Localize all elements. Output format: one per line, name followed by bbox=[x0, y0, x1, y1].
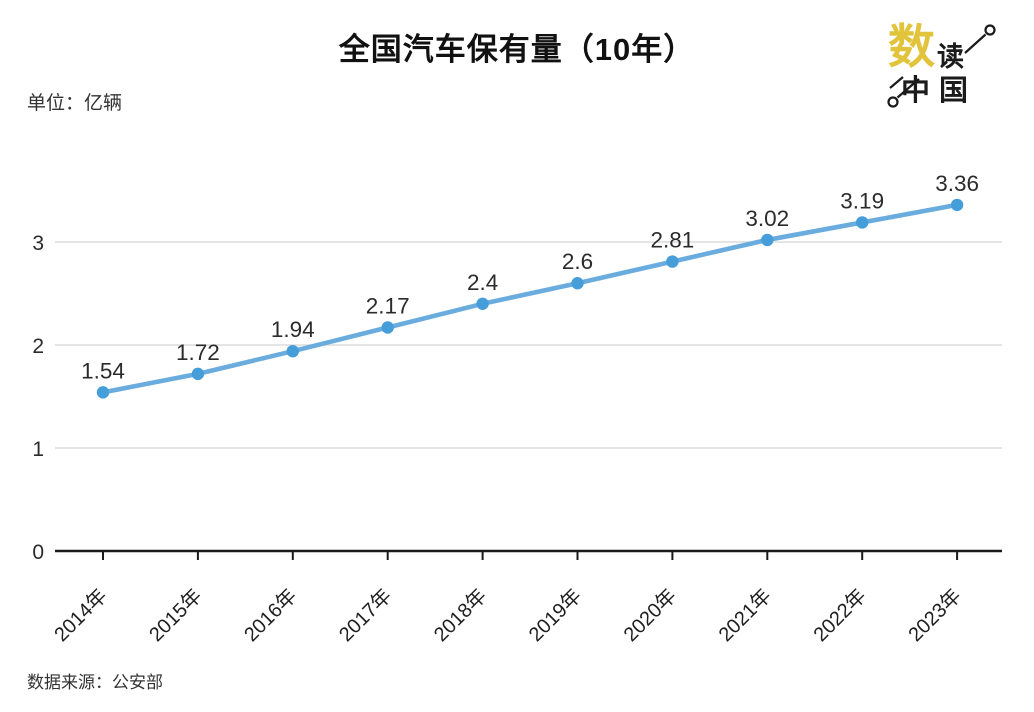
data-point-label: 3.02 bbox=[745, 206, 789, 231]
shudu-zhongguo-logo: 数 读 中国 bbox=[886, 16, 1008, 116]
data-point-label: 2.81 bbox=[651, 228, 695, 253]
series-line bbox=[100, 202, 960, 395]
x-axis-tick-label: 2014年 bbox=[50, 584, 112, 646]
data-point bbox=[666, 255, 679, 268]
data-point bbox=[476, 297, 489, 310]
x-axis-tick-label: 2020年 bbox=[619, 584, 681, 646]
data-point bbox=[856, 216, 869, 229]
data-point-label: 1.94 bbox=[271, 317, 315, 342]
y-axis-tick-label: 1 bbox=[32, 438, 44, 461]
logo-chars-zhongguo: 中国 bbox=[901, 73, 978, 107]
data-point-label: 2.4 bbox=[467, 270, 498, 295]
x-axis-tick-label: 2022年 bbox=[809, 584, 871, 646]
data-point bbox=[950, 198, 964, 212]
y-axis-tick-label: 3 bbox=[32, 232, 44, 255]
x-axis-tick-label: 2019年 bbox=[524, 584, 586, 646]
data-point-label: 1.54 bbox=[81, 358, 125, 383]
data-point bbox=[571, 277, 584, 290]
y-axis-tick-label: 2 bbox=[32, 335, 44, 358]
x-axis-tick-label: 2021年 bbox=[714, 584, 776, 646]
data-point bbox=[381, 321, 394, 334]
data-source-label: 数据来源：公安部 bbox=[27, 673, 163, 692]
x-axis-tick-label: 2015年 bbox=[145, 584, 207, 646]
data-point-label: 1.72 bbox=[176, 340, 220, 365]
x-axis-tick-label: 2018年 bbox=[429, 584, 491, 646]
data-point-label: 3.36 bbox=[935, 171, 979, 196]
data-point bbox=[191, 367, 205, 381]
data-point-label: 2.6 bbox=[562, 249, 593, 274]
unit-label: 单位：亿辆 bbox=[27, 93, 123, 114]
logo-char-du: 读 bbox=[937, 42, 964, 73]
logo-node-link-icon bbox=[887, 24, 996, 108]
data-point-label: 2.17 bbox=[366, 293, 410, 318]
chart-title: 全国汽车保有量（10年） bbox=[338, 32, 696, 67]
data-point bbox=[286, 344, 299, 358]
x-axis-tick-label: 2023年 bbox=[904, 584, 966, 646]
x-axis-tick-label: 2017年 bbox=[334, 584, 396, 646]
data-point-label: 3.19 bbox=[840, 188, 884, 213]
logo-char-shu: 数 bbox=[888, 20, 935, 75]
x-axis-tick-label: 2016年 bbox=[239, 584, 301, 646]
data-point bbox=[761, 233, 774, 247]
data-point bbox=[96, 386, 110, 399]
y-axis-tick-label: 0 bbox=[32, 541, 44, 564]
